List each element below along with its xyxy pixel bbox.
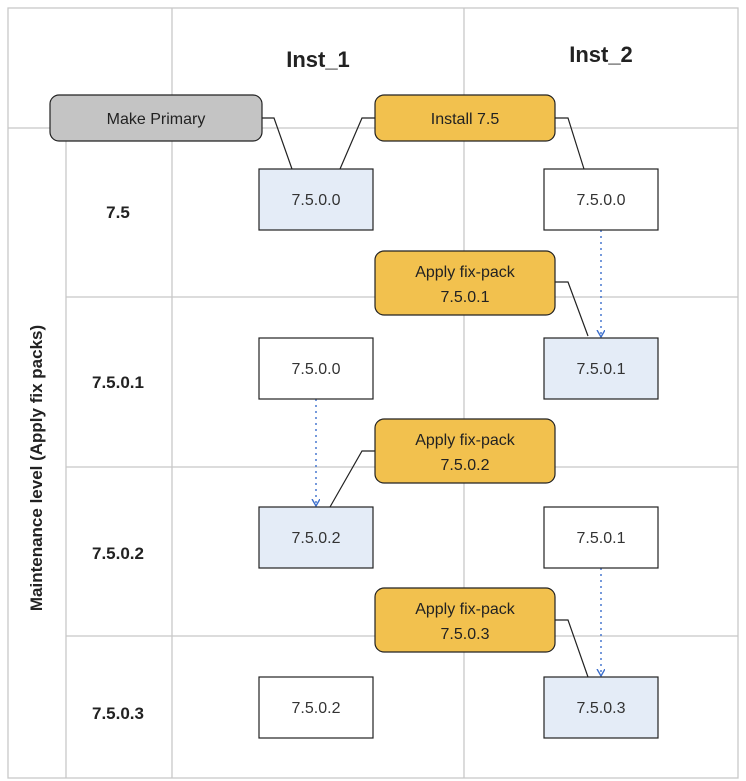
callout-fixpack-line2: 7.5.0.2 [441, 457, 490, 474]
callout-fixpack-7-5-0-2: Apply fix-pack 7.5.0.2 [374, 418, 556, 484]
version-box-label: 7.5.0.1 [577, 530, 626, 547]
callout-fixpack-line1: Apply fix-pack [415, 264, 516, 281]
grid-outer-border [7, 7, 739, 779]
version-box-inst1-row3: 7.5.0.2 [258, 506, 374, 569]
connector-fixpack-7-5-0-2 [329, 450, 375, 508]
axis-label-maintenance-level: Maintenance level (Apply fix packs) [27, 325, 46, 611]
version-box-label: 7.5.0.0 [292, 192, 341, 209]
version-box-inst2-row2: 7.5.0.1 [543, 337, 659, 400]
version-box-inst2-row1: 7.5.0.0 [543, 168, 659, 231]
connector-install-inst1 [339, 117, 375, 170]
version-box-label: 7.5.0.2 [292, 530, 341, 547]
version-box-label: 7.5.0.3 [577, 700, 626, 717]
callout-install-label: Install 7.5 [431, 111, 500, 128]
callout-make-primary: Make Primary [49, 94, 263, 142]
callout-fixpack-line2: 7.5.0.1 [441, 289, 490, 306]
version-box-label: 7.5.0.0 [577, 192, 626, 209]
callout-fixpack-line1: Apply fix-pack [415, 432, 516, 449]
column-header-inst2: Inst_2 [569, 42, 633, 67]
connector-install-inst2 [555, 117, 585, 170]
version-box-label: 7.5.0.0 [292, 361, 341, 378]
row-label-7-5-0-2: 7.5.0.2 [92, 544, 144, 563]
version-box-inst1-row2: 7.5.0.0 [258, 337, 374, 400]
version-box-label: 7.5.0.1 [577, 361, 626, 378]
callout-fixpack-line1: Apply fix-pack [415, 601, 516, 618]
callout-install: Install 7.5 [374, 94, 556, 142]
version-box-inst2-row4: 7.5.0.3 [543, 676, 659, 739]
connector-fixpack-7-5-0-3 [555, 619, 589, 678]
callout-fixpack-line2: 7.5.0.3 [441, 626, 490, 643]
row-label-7-5-0-1: 7.5.0.1 [92, 373, 144, 392]
callout-make-primary-label: Make Primary [107, 111, 206, 128]
connector-make-primary [262, 117, 293, 170]
callout-connectors [262, 117, 589, 678]
row-label-7-5: 7.5 [106, 203, 130, 222]
callout-fixpack-7-5-0-1: Apply fix-pack 7.5.0.1 [374, 250, 556, 316]
version-box-inst1-row1: 7.5.0.0 [258, 168, 374, 231]
connector-fixpack-7-5-0-1 [555, 281, 589, 337]
row-label-7-5-0-3: 7.5.0.3 [92, 704, 144, 723]
version-box-inst2-row3: 7.5.0.1 [543, 506, 659, 569]
callout-fixpack-7-5-0-3: Apply fix-pack 7.5.0.3 [374, 587, 556, 653]
version-box-inst1-row4: 7.5.0.2 [258, 676, 374, 739]
version-box-label: 7.5.0.2 [292, 700, 341, 717]
column-header-inst1: Inst_1 [286, 47, 350, 72]
